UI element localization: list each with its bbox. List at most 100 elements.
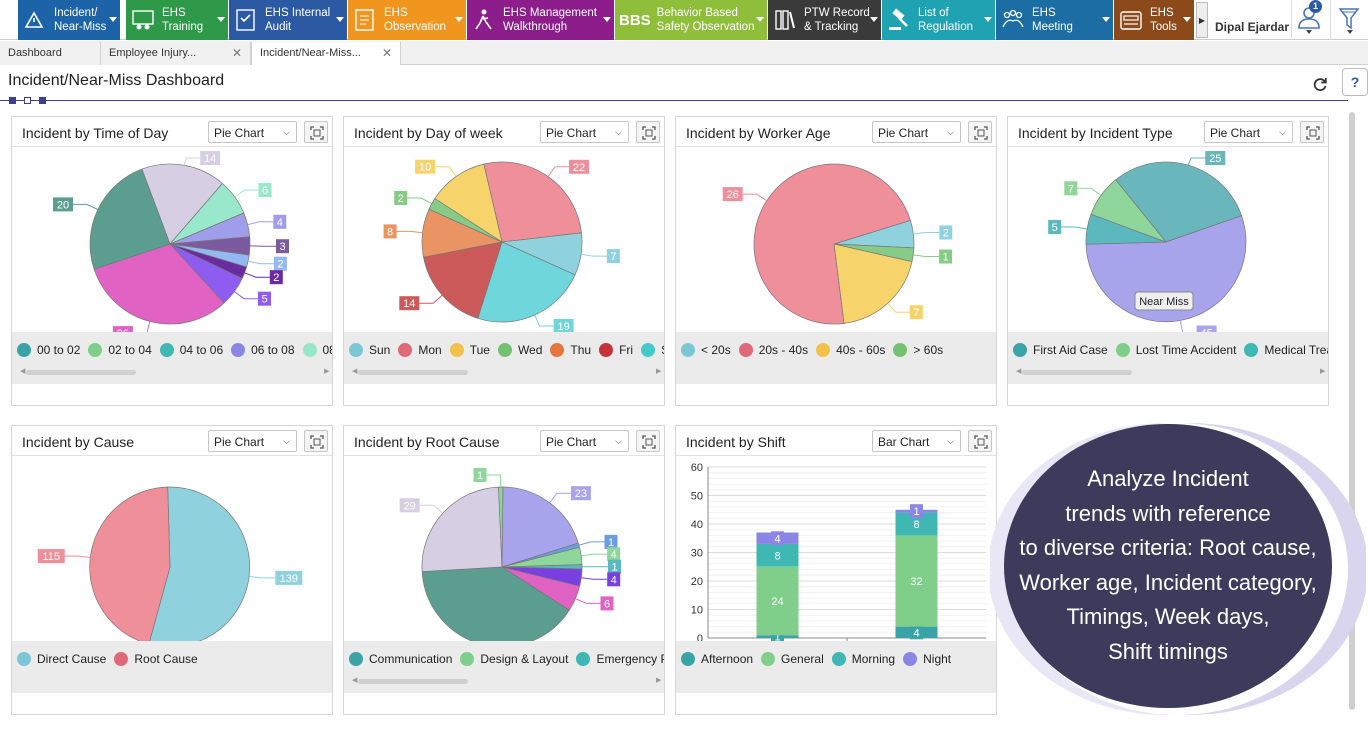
nav-tile-tools[interactable]: EHS Tools — [1114, 0, 1194, 40]
legend-scrollbar[interactable]: ◀ ▶ — [352, 677, 662, 684]
legend-item[interactable]: Thu — [550, 343, 591, 357]
scroll-left-icon[interactable]: ◀ — [352, 677, 358, 684]
pie-slice[interactable] — [423, 241, 503, 319]
expand-button[interactable] — [636, 430, 660, 452]
pie-slice[interactable] — [1115, 161, 1243, 243]
nav-scroll-right-button[interactable]: ▶ — [1196, 2, 1208, 38]
expand-button[interactable] — [636, 121, 660, 143]
expand-button[interactable] — [968, 430, 992, 452]
legend-item[interactable]: 02 to 04 — [88, 343, 152, 357]
tab-employee-injury[interactable]: Employee Injury... ✕ — [101, 42, 251, 65]
pie-slice[interactable] — [421, 486, 503, 572]
legend-item[interactable]: Medical Trea — [1244, 343, 1328, 357]
legend-item[interactable]: Wed — [497, 343, 542, 357]
legend-item[interactable]: Emergency P — [576, 652, 664, 666]
tab-incident-near-miss[interactable]: Incident/Near-Miss... ✕ — [251, 42, 401, 65]
chevron-down-icon[interactable] — [756, 17, 764, 22]
expand-button[interactable] — [968, 121, 992, 143]
expand-button[interactable] — [304, 430, 328, 452]
chevron-down-icon[interactable] — [336, 17, 344, 22]
user-name[interactable]: Dipal Ejardar — [1215, 20, 1290, 34]
nav-tile-bbs[interactable]: BBS Behavior Based Safety Observation — [615, 0, 767, 40]
legend-item[interactable]: Lost Time Accident — [1115, 343, 1236, 357]
chevron-down-icon[interactable] — [455, 17, 463, 22]
chart-type-select[interactable]: Pie Chart ⌵ — [208, 430, 297, 452]
pie-slice[interactable] — [1090, 179, 1168, 243]
legend-item[interactable]: < 20s — [681, 343, 731, 357]
nav-tile-walkthrough[interactable]: EHS Management Walkthrough — [467, 0, 614, 40]
legend-item[interactable]: General — [761, 652, 824, 666]
pie-slice[interactable] — [89, 168, 171, 270]
pie-slice[interactable] — [753, 163, 911, 325]
pie-slice[interactable] — [483, 161, 582, 243]
chevron-down-icon[interactable] — [217, 17, 225, 22]
pie-slice[interactable] — [498, 486, 504, 568]
scrollbar-thumb[interactable] — [358, 679, 468, 684]
scroll-left-icon[interactable]: ◀ — [1016, 368, 1022, 375]
vertical-scrollbar[interactable] — [1348, 102, 1356, 720]
legend-item[interactable]: 06 to 08 — [231, 343, 295, 357]
layout-handle[interactable] — [39, 97, 46, 104]
close-icon[interactable]: ✕ — [231, 46, 242, 60]
legend-item[interactable]: 20s - 40s — [738, 343, 808, 357]
pie-slice[interactable] — [501, 486, 579, 568]
refresh-button[interactable] — [1309, 73, 1331, 95]
scroll-right-icon[interactable]: ▶ — [324, 368, 330, 375]
filter-button[interactable] — [1330, 0, 1368, 40]
legend-scrollbar[interactable]: ◀ ▶ — [1016, 368, 1326, 375]
layout-handle[interactable] — [24, 97, 31, 104]
legend-item[interactable]: Sa — [641, 343, 664, 357]
chevron-down-icon[interactable] — [870, 17, 878, 22]
chart-type-select[interactable]: Pie Chart ⌵ — [872, 121, 961, 143]
legend-item[interactable]: Night — [903, 652, 951, 666]
legend-item[interactable]: 04 to 06 — [159, 343, 223, 357]
legend-item[interactable]: 40s - 60s — [816, 343, 885, 357]
legend-item[interactable]: Direct Cause — [17, 652, 106, 666]
pie-slice[interactable] — [434, 163, 503, 243]
nav-tile-audit[interactable]: EHS Internal Audit — [229, 0, 347, 40]
scrollbar-thumb[interactable] — [358, 370, 468, 375]
legend-item[interactable]: 08 — [302, 343, 332, 357]
legend-scrollbar[interactable]: ◀ ▶ — [352, 368, 662, 375]
chevron-down-icon[interactable] — [603, 17, 611, 22]
scroll-right-icon[interactable]: ▶ — [1320, 368, 1326, 375]
close-icon[interactable]: ✕ — [381, 46, 392, 60]
nav-tile-observation[interactable]: EHS Observation — [348, 0, 466, 40]
legend-item[interactable]: Afternoon — [681, 652, 753, 666]
chart-type-select[interactable]: Pie Chart ⌵ — [208, 121, 297, 143]
legend-scrollbar[interactable]: ◀ ▶ — [20, 368, 330, 375]
legend-item[interactable]: Tue — [449, 343, 490, 357]
nav-tile-gavel[interactable]: List of Regulation — [882, 0, 995, 40]
legend-item[interactable]: Sun — [349, 343, 390, 357]
nav-tile-meeting[interactable]: EHS Meeting — [996, 0, 1113, 40]
tab-dashboard[interactable]: Dashboard — [0, 42, 101, 65]
help-button[interactable]: ? — [1342, 68, 1368, 96]
chevron-down-icon[interactable] — [109, 17, 117, 22]
chevron-down-icon[interactable] — [1102, 17, 1110, 22]
chevron-down-icon[interactable] — [984, 17, 992, 22]
legend-item[interactable]: Morning — [831, 652, 895, 666]
expand-button[interactable] — [304, 121, 328, 143]
scroll-right-icon[interactable]: ▶ — [656, 677, 662, 684]
legend-item[interactable]: Communication — [349, 652, 452, 666]
legend-item[interactable]: Fri — [599, 343, 633, 357]
scrollbar-thumb[interactable] — [1349, 112, 1355, 710]
scrollbar-thumb[interactable] — [1022, 370, 1132, 375]
legend-item[interactable]: Mon — [398, 343, 442, 357]
legend-item[interactable]: Design & Layout — [460, 652, 568, 666]
nav-tile-training[interactable]: EHS Training — [126, 0, 228, 40]
legend-item[interactable]: First Aid Case — [1013, 343, 1108, 357]
expand-button[interactable] — [1300, 121, 1324, 143]
scrollbar-thumb[interactable] — [26, 370, 136, 375]
nav-tile-ptw[interactable]: PTW Record & Tracking — [768, 0, 881, 40]
legend-item[interactable]: > 60s — [893, 343, 943, 357]
legend-item[interactable]: 00 to 02 — [17, 343, 80, 357]
nav-tile-incident[interactable]: Incident/ Near-Miss — [18, 0, 120, 40]
chart-type-select[interactable]: Pie Chart ⌵ — [540, 121, 629, 143]
scroll-left-icon[interactable]: ◀ — [20, 368, 26, 375]
scroll-left-icon[interactable]: ◀ — [352, 368, 358, 375]
layout-handle[interactable] — [9, 97, 16, 104]
user-menu-button[interactable]: 1 — [1291, 0, 1327, 40]
chevron-down-icon[interactable] — [1183, 17, 1191, 22]
scroll-right-icon[interactable]: ▶ — [656, 368, 662, 375]
